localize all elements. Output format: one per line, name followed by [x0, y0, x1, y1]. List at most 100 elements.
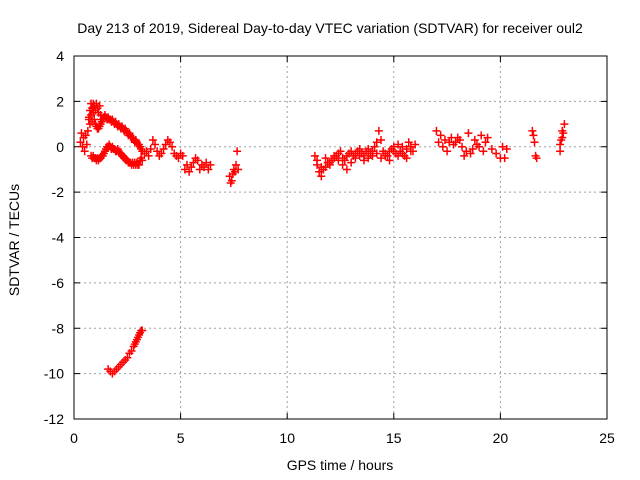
data-point [135, 160, 144, 169]
data-point [502, 145, 511, 154]
data-point [355, 151, 364, 160]
data-point [559, 129, 568, 138]
data-point [556, 147, 565, 156]
data-point [342, 165, 351, 174]
data-point [462, 147, 471, 156]
y-tick-label: -10 [44, 366, 64, 382]
data-point [317, 172, 326, 181]
data-point [138, 326, 147, 335]
data-point [560, 120, 569, 129]
data-point [483, 133, 492, 142]
data-point [443, 147, 452, 156]
data-point [394, 140, 403, 149]
data-point [77, 129, 86, 138]
data-point [168, 142, 177, 151]
data-points [76, 99, 569, 378]
data-point [334, 156, 343, 165]
x-tick-label: 5 [177, 430, 185, 446]
data-point [232, 160, 241, 169]
data-point [460, 151, 469, 160]
data-point [206, 160, 215, 169]
data-point [195, 165, 204, 174]
data-point [200, 163, 209, 172]
y-axis-label: SDTVAR / TECUs [6, 184, 22, 296]
data-point [498, 142, 507, 151]
data-point [398, 149, 407, 158]
data-point [406, 147, 415, 156]
data-point [127, 346, 136, 355]
data-point [157, 149, 166, 158]
data-point [204, 165, 213, 174]
data-point [180, 165, 189, 174]
data-point [227, 176, 236, 185]
data-point [315, 167, 324, 176]
data-point [146, 145, 155, 154]
data-point [470, 135, 479, 144]
data-point [404, 138, 413, 147]
y-tick-label: -12 [44, 411, 64, 427]
data-point [313, 156, 322, 165]
data-point [83, 126, 92, 135]
data-point [76, 138, 85, 147]
data-point [402, 154, 411, 163]
data-point [466, 149, 475, 158]
data-point [364, 145, 373, 154]
data-point [355, 145, 364, 154]
data-point [479, 147, 488, 156]
data-point [455, 135, 464, 144]
data-point [377, 154, 386, 163]
data-point [440, 135, 449, 144]
data-point [359, 156, 368, 165]
data-point [123, 353, 132, 362]
y-tick-label: 2 [56, 93, 64, 109]
data-point [451, 138, 460, 147]
data-point [468, 145, 477, 154]
x-tick-label: 25 [599, 430, 615, 446]
data-point [487, 145, 496, 154]
data-point [330, 151, 339, 160]
x-tick-label: 20 [493, 430, 509, 446]
data-point [317, 163, 326, 172]
data-point [185, 167, 194, 176]
data-point [372, 138, 381, 147]
x-tick-label: 15 [386, 430, 402, 446]
y-tick-label: 4 [56, 48, 64, 64]
data-point [174, 154, 183, 163]
data-point [148, 135, 157, 144]
data-point [351, 154, 360, 163]
y-tick-label: -2 [52, 184, 65, 200]
data-point [458, 142, 467, 151]
data-point [472, 140, 481, 149]
data-point [528, 126, 537, 135]
data-point [89, 108, 98, 117]
data-point [411, 140, 420, 149]
data-point [372, 149, 381, 158]
data-point [189, 158, 198, 167]
data-point [558, 133, 567, 142]
data-point [370, 142, 379, 151]
data-point [81, 131, 90, 140]
data-point [529, 131, 538, 140]
y-tick-label: -6 [52, 275, 65, 291]
data-point [438, 142, 447, 151]
data-point [364, 154, 373, 163]
data-point [394, 151, 403, 160]
y-tick-label: 0 [56, 139, 64, 155]
x-axis-label: GPS time / hours [287, 457, 394, 473]
x-tick-label: 0 [70, 430, 78, 446]
data-point [233, 147, 242, 156]
data-point [325, 158, 334, 167]
data-point [377, 135, 386, 144]
data-point [187, 163, 196, 172]
data-point [532, 154, 541, 163]
data-point [151, 140, 160, 149]
data-point [464, 129, 473, 138]
data-point [477, 131, 486, 140]
data-point [389, 147, 398, 156]
grid-lines [74, 56, 607, 419]
data-point [492, 149, 501, 158]
data-point [500, 154, 509, 163]
data-point [165, 138, 174, 147]
